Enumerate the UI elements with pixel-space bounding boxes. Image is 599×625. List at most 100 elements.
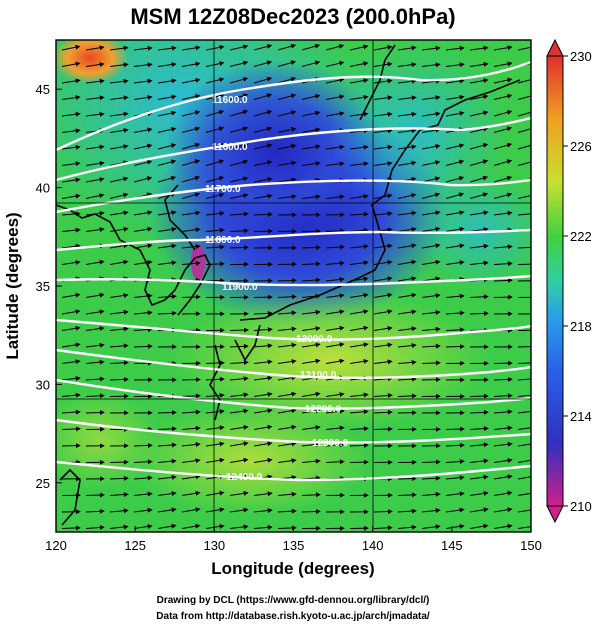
wind-arrow: [301, 43, 321, 51]
wind-arrow: [205, 109, 225, 117]
wind-arrow: [61, 260, 81, 265]
wind-arrow: [277, 408, 297, 414]
wind-arrow: [301, 391, 321, 397]
wind-arrow: [325, 44, 345, 51]
wind-arrow: [157, 62, 177, 68]
wind-arrow: [301, 425, 321, 431]
wind-arrow: [133, 475, 153, 481]
wind-arrow: [373, 61, 393, 67]
wind-arrow: [85, 525, 105, 530]
wind-arrow: [133, 459, 153, 465]
field-minimum-spot: [191, 244, 205, 280]
wind-arrow: [181, 425, 201, 431]
wind-arrow: [325, 358, 345, 364]
wind-arrow: [61, 44, 81, 51]
wind-arrow: [301, 127, 321, 133]
wind-arrow: [157, 226, 177, 232]
wind-arrow: [133, 78, 153, 84]
wind-arrow: [517, 476, 531, 480]
wind-arrow: [133, 293, 153, 299]
contour-label: 12200.0: [305, 404, 342, 415]
wind-arrow: [469, 458, 489, 464]
wind-arrow: [157, 175, 177, 183]
wind-arrow: [253, 294, 273, 300]
wind-arrow: [493, 175, 513, 183]
wind-arrow: [61, 409, 81, 415]
wind-arrow: [469, 192, 489, 199]
wind-arrow: [181, 441, 201, 447]
wind-arrow: [205, 126, 225, 133]
wind-arrow: [421, 95, 441, 101]
wind-arrow: [445, 442, 465, 448]
wind-arrow: [109, 508, 129, 514]
wind-arrow: [493, 93, 513, 100]
wind-arrow: [181, 110, 201, 117]
wind-arrow: [349, 61, 369, 67]
wind-arrow: [349, 325, 369, 331]
wind-arrow: [85, 342, 105, 348]
wind-arrow: [325, 342, 345, 348]
wind-arrow: [469, 243, 489, 249]
wind-arrow: [493, 507, 513, 513]
wind-arrow: [85, 210, 105, 216]
wind-arrow: [85, 193, 105, 199]
wind-arrow: [421, 259, 441, 265]
wind-arrow: [85, 45, 105, 51]
wind-arrow: [277, 110, 297, 117]
wind-arrow: [349, 111, 369, 117]
wind-arrow: [133, 507, 153, 513]
contour-label: 11900.0: [222, 282, 258, 293]
colorbar-tick-label: 226: [570, 139, 592, 154]
wind-arrow: [253, 93, 273, 100]
wind-arrow: [61, 443, 81, 449]
wind-arrow: [205, 175, 225, 183]
contour-11600-a: [56, 60, 531, 152]
wind-arrow: [229, 408, 249, 414]
wind-arrow: [133, 226, 153, 232]
wind-arrow: [325, 94, 345, 100]
contour-label: 12100.0: [300, 370, 337, 381]
wind-arrow: [397, 393, 417, 399]
wind-arrow: [277, 375, 297, 381]
wind-arrow: [421, 343, 441, 349]
colorbar-scale: [546, 55, 564, 507]
wind-arrow: [517, 443, 531, 447]
wind-arrow: [277, 326, 297, 332]
wind-arrow: [109, 524, 129, 530]
wind-arrow: [469, 409, 489, 415]
wind-arrow: [493, 409, 513, 415]
wind-arrow: [445, 210, 465, 216]
wind-arrow: [181, 377, 201, 383]
wind-arrow: [493, 441, 513, 447]
wind-arrow: [109, 376, 129, 382]
wind-arrow: [109, 459, 129, 465]
wind-arrow: [469, 61, 489, 67]
wind-arrow: [205, 392, 225, 398]
wind-arrow: [421, 226, 441, 232]
wind-arrow: [445, 491, 465, 497]
wind-arrow: [277, 491, 297, 497]
wind-arrow: [181, 61, 201, 67]
wind-arrow: [61, 359, 81, 365]
wind-arrow: [373, 259, 393, 265]
wind-arrow: [469, 507, 489, 513]
wind-arrow: [301, 144, 321, 150]
wind-arrow: [445, 175, 465, 183]
wind-arrow: [421, 243, 441, 249]
wind-arrow: [157, 474, 177, 480]
wind-arrow: [325, 425, 345, 431]
wind-arrow: [109, 111, 129, 117]
wind-arrow: [229, 93, 249, 100]
wind-arrow: [157, 410, 177, 416]
wind-arrow: [517, 410, 531, 414]
wind-arrow: [445, 344, 465, 350]
wind-arrow: [517, 362, 531, 364]
wind-arrow: [517, 192, 531, 199]
wind-arrow: [61, 193, 81, 199]
wind-arrow: [325, 228, 345, 234]
wind-arrow: [85, 177, 105, 183]
wind-arrow: [277, 342, 297, 348]
wind-arrow: [397, 226, 417, 232]
wind-arrow: [229, 490, 249, 496]
wind-arrow: [469, 426, 489, 432]
